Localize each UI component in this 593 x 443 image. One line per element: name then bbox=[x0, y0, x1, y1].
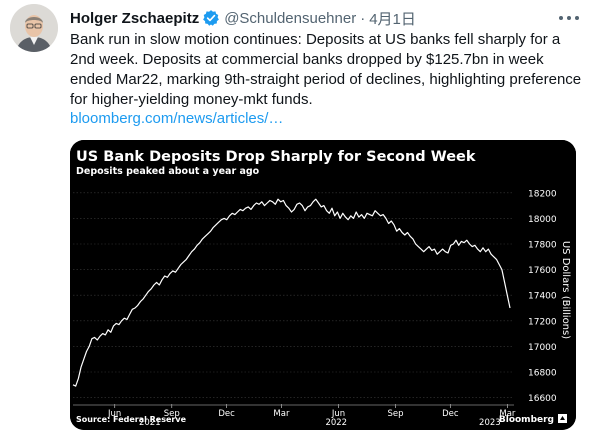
tweet-date[interactable]: 4月1日 bbox=[369, 10, 416, 28]
bloomberg-logo-icon bbox=[558, 414, 567, 423]
chart-image[interactable]: US Bank Deposits Drop Sharply for Second… bbox=[70, 140, 576, 430]
verified-badge-icon bbox=[203, 10, 220, 26]
chart-title: US Bank Deposits Drop Sharply for Second… bbox=[76, 149, 476, 165]
y-tick-label: 17800 bbox=[528, 241, 557, 251]
x-tick-label: Dec bbox=[442, 409, 459, 419]
y-tick-label: 17000 bbox=[528, 343, 557, 353]
y-axis-ticks: 16600 16800 17000 17200 17400 17600 17800 18000… bbox=[528, 189, 557, 404]
x-tick-label: Jun bbox=[107, 409, 121, 419]
y-tick-label: 17200 bbox=[528, 317, 557, 327]
x-tick-label: Jun bbox=[331, 409, 345, 419]
y-tick-label: 17400 bbox=[528, 292, 557, 302]
avatar[interactable] bbox=[10, 4, 58, 52]
x-tick-label: Mar bbox=[273, 409, 290, 419]
x-tick-label: Mar bbox=[499, 409, 516, 419]
chart-gridlines bbox=[73, 192, 514, 398]
deposits-line-chart: US Bank Deposits Drop Sharply for Second… bbox=[70, 140, 576, 430]
more-options-icon[interactable] bbox=[559, 10, 579, 26]
article-link[interactable]: bloomberg.com/news/articles/… bbox=[70, 110, 284, 127]
year-label: 2023 bbox=[479, 418, 501, 428]
y-axis-label: US Dollars (Billions) bbox=[560, 241, 571, 339]
x-tick-label: Sep bbox=[388, 409, 404, 419]
year-label: 2022 bbox=[325, 418, 347, 428]
x-tick-label: Sep bbox=[164, 409, 180, 419]
tweet-text: Bank run in slow motion continues: Depos… bbox=[70, 31, 582, 108]
y-tick-label: 18000 bbox=[528, 215, 557, 225]
y-tick-label: 18200 bbox=[528, 189, 557, 199]
author-name[interactable]: Holger Zschaepitz bbox=[70, 9, 200, 27]
chart-source: Source: Federal Reserve bbox=[76, 415, 187, 424]
year-label: 2021 bbox=[139, 418, 161, 428]
deposits-series-line bbox=[72, 198, 511, 387]
avatar-portrait-icon bbox=[10, 4, 58, 52]
separator-dot: · bbox=[360, 9, 366, 27]
author-handle[interactable]: @Schuldensuehner bbox=[224, 9, 357, 27]
y-tick-label: 16800 bbox=[528, 369, 557, 379]
year-labels: 2021 2022 2023 bbox=[139, 418, 501, 428]
chart-subtitle: Deposits peaked about a year ago bbox=[76, 166, 260, 177]
y-tick-label: 16600 bbox=[528, 394, 557, 404]
bloomberg-brand: Bloomberg bbox=[499, 415, 554, 425]
y-tick-label: 17600 bbox=[528, 266, 557, 276]
tweet-header: Holger Zschaepitz @Schuldensuehner · 4月1… bbox=[70, 8, 416, 28]
x-tick-label: Dec bbox=[218, 409, 235, 419]
